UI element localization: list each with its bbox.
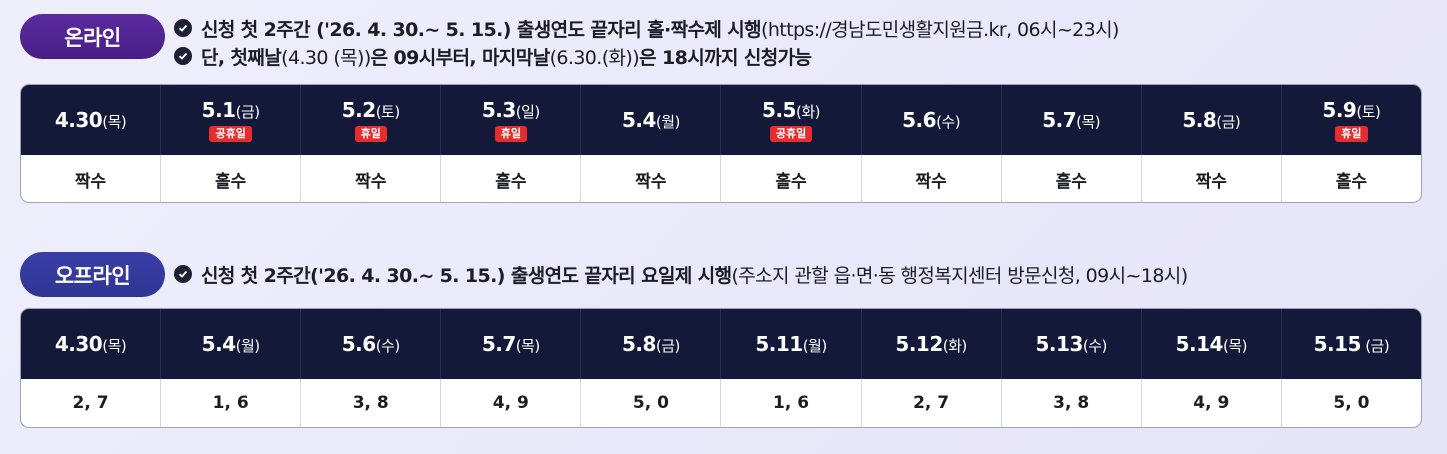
offline-header: 오프라인 신청 첫 2주간('26. 4. 30.~ 5. 15.) 출생연도 … [20,252,1422,318]
online-note-1-detail: (https://경남도민생활지원금.kr, 06시~23시) [761,18,1119,41]
online-note-2: 단, 첫째날 (4.30 (목)) 은 09시부터, 마지막날 (6.30.(화)) 은… [174,42,1119,70]
online-cell: 홀수 [721,155,862,202]
online-cell: 짝수 [1142,155,1282,202]
online-cell: 홀수 [161,155,302,202]
online-col-header: 5.3(일) 휴일 [441,85,582,155]
date-label: 5.12(화) [895,332,967,356]
online-label-pill: 온라인 [20,14,165,59]
offline-col-header: 5.15 (금) [1282,309,1421,379]
online-col-header: 5.5(화) 공휴일 [721,85,862,155]
online-cell: 짝수 [21,155,162,202]
date-label: 5.6(수) [902,108,961,132]
date-label: 5.6(수) [341,332,400,356]
date-label: 5.1(금) [201,98,260,122]
date-label: 5.2(토) [341,98,400,122]
online-note-1-bold: 신청 첫 2주간 ('26. 4. 30.~ 5. 15.) 출생연도 끝자리 … [201,18,762,41]
date-label: 4.30(목) [54,332,127,356]
offline-cell: 5, 0 [1333,393,1370,413]
online-notes: 신청 첫 2주간 ('26. 4. 30.~ 5. 15.) 출생연도 끝자리 … [174,14,1119,70]
online-cell: 홀수 [1002,155,1142,202]
offline-col-header: 5.13(수) [1002,309,1142,379]
online-note-2-e: 은 18시까지 신청가능 [639,46,812,69]
online-cell: 홀수 [1335,171,1368,192]
holiday-badge: 휴일 [354,126,387,142]
offline-cell: 4, 9 [441,379,582,427]
offline-notes: 신청 첫 2주간('26. 4. 30.~ 5. 15.) 출생연도 끝자리 요… [174,260,1188,288]
date-label: 5.8(금) [1182,108,1241,132]
online-col-header: 5.1(금) 공휴일 [161,85,302,155]
date-label: 5.7(목) [481,332,540,356]
offline-col-header: 5.12(화) [862,309,1002,379]
offline-col-header: 5.11(월) [721,309,862,379]
online-note-2-a: 단, 첫째날 [201,46,282,69]
offline-col-header: 5.4(월) [161,309,302,379]
offline-table-header: 4.30(목) 5.4(월) 5.6(수) 5.7(목) 5.8(금) 5.11… [21,309,1421,379]
offline-section: 오프라인 신청 첫 2주간('26. 4. 30.~ 5. 15.) 출생연도 … [20,252,1422,428]
date-label: 5.4(월) [201,332,260,356]
online-note-1: 신청 첫 2주간 ('26. 4. 30.~ 5. 15.) 출생연도 끝자리 … [174,14,1119,42]
offline-col-header: 5.8(금) [581,309,722,379]
date-label: 5.9(토) [1322,98,1381,122]
online-col-header: 5.7(목) [1002,85,1142,155]
online-cell: 홀수 [441,155,582,202]
date-label: 5.7(목) [1042,108,1101,132]
offline-cell: 4, 9 [1142,379,1282,427]
date-label: 5.8(금) [621,332,680,356]
online-section: 온라인 신청 첫 2주간 ('26. 4. 30.~ 5. 15.) 출생연도 … [20,14,1422,203]
online-cell: 짝수 [581,155,722,202]
offline-cell: 3, 8 [301,379,442,427]
offline-table-row: 2, 7 1, 6 3, 8 4, 9 5, 0 1, 6 2, 7 3, 8 … [21,379,1421,427]
date-label: 5.13(수) [1035,332,1108,356]
offline-cell: 5, 0 [581,379,722,427]
check-circle-icon [174,265,192,283]
holiday-badge: 휴일 [494,126,527,142]
offline-label-pill: 오프라인 [20,252,165,297]
offline-note-1-detail: (주소지 관할 읍·면·동 행정복지센터 방문신청, 09시~18시) [731,264,1188,287]
date-label: 4.30(목) [54,108,127,132]
date-label: 5.11(월) [755,332,827,356]
holiday-badge: 휴일 [1335,126,1368,142]
online-cell: 짝수 [862,155,1002,202]
online-cell: 짝수 [301,155,442,202]
date-label: 5.15 (금) [1313,332,1390,356]
online-table-row: 짝수 홀수 짝수 홀수 짝수 홀수 짝수 홀수 짝수 홀수 [21,155,1421,202]
online-table-header: 4.30(목) 5.1(금) 공휴일 5.2(토) 휴일 5.3(일) 휴일 5.4(… [21,85,1421,155]
offline-col-header: 5.14(목) [1142,309,1282,379]
check-circle-icon [174,19,192,37]
online-col-header: 4.30(목) [21,85,162,155]
offline-col-header: 4.30(목) [21,309,162,379]
online-header: 온라인 신청 첫 2주간 ('26. 4. 30.~ 5. 15.) 출생연도 … [20,14,1422,80]
offline-note-1: 신청 첫 2주간('26. 4. 30.~ 5. 15.) 출생연도 끝자리 요… [174,260,1188,288]
online-note-2-d: (6.30.(화)) [549,46,640,69]
offline-schedule-table: 4.30(목) 5.4(월) 5.6(수) 5.7(목) 5.8(금) 5.11… [20,308,1422,428]
date-label: 5.5(화) [762,98,820,122]
offline-note-1-bold: 신청 첫 2주간('26. 4. 30.~ 5. 15.) 출생연도 끝자리 요… [201,264,732,287]
holiday-badge: 공휴일 [769,126,813,142]
date-label: 5.14(목) [1175,332,1248,356]
holiday-badge: 공휴일 [209,126,252,142]
offline-cell: 3, 8 [1002,379,1142,427]
check-circle-icon [174,47,192,65]
online-col-header: 5.9(토) 휴일 [1282,85,1421,155]
date-label: 5.3(일) [481,98,540,122]
online-schedule-table: 4.30(목) 5.1(금) 공휴일 5.2(토) 휴일 5.3(일) 휴일 5.4(… [20,84,1422,203]
date-label: 5.4(월) [621,108,680,132]
offline-cell: 2, 7 [21,379,162,427]
offline-cell: 1, 6 [721,379,862,427]
online-note-2-b: (4.30 (목)) [281,46,371,69]
online-note-2-c: 은 09시부터, 마지막날 [370,46,551,69]
online-col-header: 5.2(토) 휴일 [301,85,442,155]
offline-cell: 2, 7 [862,379,1002,427]
online-col-header: 5.4(월) [581,85,722,155]
offline-col-header: 5.7(목) [441,309,582,379]
online-col-header: 5.8(금) [1142,85,1282,155]
offline-col-header: 5.6(수) [301,309,442,379]
online-col-header: 5.6(수) [862,85,1002,155]
offline-cell: 1, 6 [161,379,302,427]
